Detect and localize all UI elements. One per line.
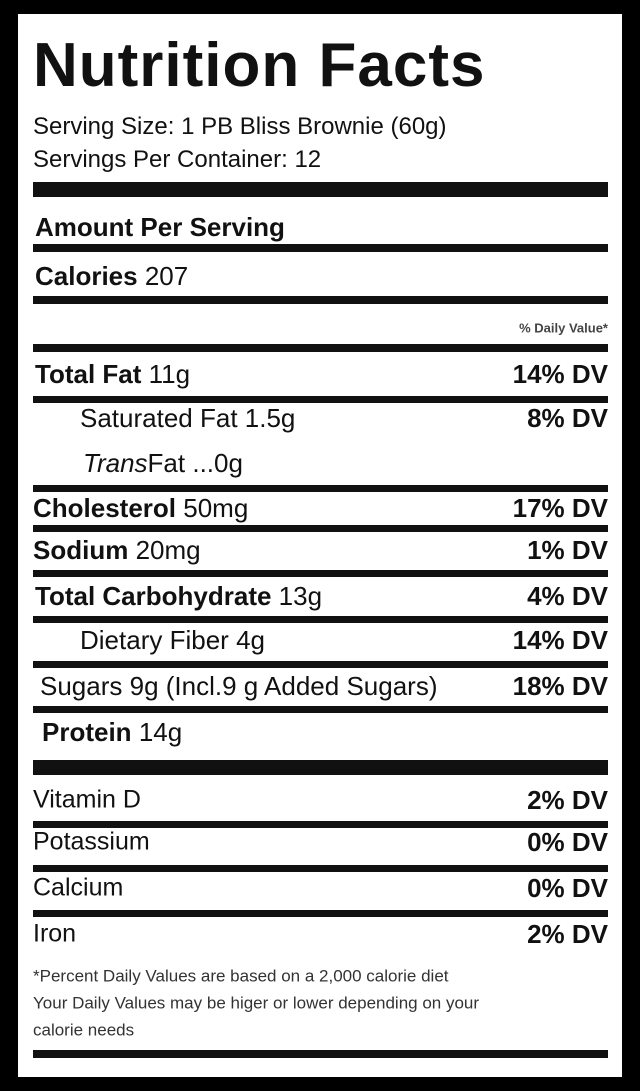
vitamin-name: Calcium: [33, 873, 124, 902]
nutrient-amount: 1.5g: [244, 403, 296, 433]
rule: [33, 616, 608, 623]
footnote-line: *Percent Daily Values are based on a 2,0…: [33, 966, 449, 986]
nutrient-row: TransFat ...0g: [83, 450, 243, 476]
daily-value: 14% DV: [512, 625, 608, 655]
daily-value: 4% DV: [527, 581, 608, 611]
rule: [33, 865, 608, 872]
thick-rule: [33, 182, 608, 197]
nutrient-amount: ...0g: [192, 448, 243, 478]
nutrient-row: Sugars 9g (Incl.9 g Added Sugars): [40, 673, 438, 699]
daily-value: 2% DV: [527, 919, 608, 949]
rule: [33, 1050, 608, 1058]
nutrient-row: Total Carbohydrate 13g: [35, 583, 322, 609]
rule: [33, 910, 608, 917]
rule: [33, 485, 608, 492]
nutrient-name-italic: Trans: [83, 448, 148, 478]
vitamin-name: Potassium: [33, 827, 150, 856]
nutrient-row: Protein 14g: [42, 719, 182, 745]
thick-rule: [33, 760, 608, 775]
nutrient-row: Dietary Fiber 4g: [80, 627, 265, 653]
daily-value: 1% DV: [527, 535, 608, 565]
nutrient-amount: 11g: [148, 359, 191, 389]
rule: [33, 344, 608, 352]
daily-value: 17% DV: [512, 493, 608, 523]
nutrient-amount: 13g: [278, 581, 323, 611]
amount-per-serving: Amount Per Serving: [35, 212, 285, 242]
daily-value: 2% DV: [527, 785, 608, 815]
servings-per-container: Servings Per Container: 12: [33, 146, 322, 173]
nutrient-name: Sugars: [40, 671, 123, 701]
nutrient-amount: 4g: [236, 625, 265, 655]
daily-value: 0% DV: [527, 827, 608, 857]
nutrient-amount: 14g: [138, 717, 183, 747]
nutrient-amount: 9g (Incl.9 g Added Sugars): [129, 671, 438, 701]
rule: [33, 661, 608, 668]
nutrient-name: Saturated Fat: [80, 403, 238, 433]
rule: [33, 525, 608, 532]
daily-value-header: % Daily Value*: [519, 320, 608, 336]
nutrient-row: Saturated Fat 1.5g: [80, 405, 295, 431]
vitamin-name: Vitamin D: [33, 785, 141, 814]
nutrient-row: Total Fat 11g: [35, 361, 190, 387]
calories-value: 207: [144, 261, 189, 291]
rule: [33, 244, 608, 252]
nutrient-amount: 20mg: [135, 535, 201, 565]
calories-label: Calories: [35, 261, 138, 291]
rule: [33, 706, 608, 713]
daily-value: 14% DV: [512, 359, 608, 389]
rule: [33, 570, 608, 577]
nutrient-name: Sodium: [33, 535, 129, 565]
daily-value: 18% DV: [512, 671, 608, 701]
rule: [33, 396, 608, 403]
serving-size: Serving Size: 1 PB Bliss Brownie (60g): [33, 113, 447, 140]
nutrient-name: Protein: [42, 717, 132, 747]
nutrient-row: Sodium 20mg: [33, 537, 201, 563]
nutrient-amount: 50mg: [183, 493, 249, 523]
nutrient-name: Cholesterol: [33, 493, 177, 523]
calories-row: Calories 207: [35, 263, 188, 289]
footnote-line: Your Daily Values may be higer or lower …: [33, 993, 480, 1013]
title: Nutrition Facts: [33, 31, 486, 100]
nutrient-name: Dietary Fiber: [80, 625, 229, 655]
daily-value: 8% DV: [527, 403, 608, 433]
nutrient-row: Cholesterol 50mg: [33, 495, 248, 521]
vitamin-name: Iron: [33, 919, 77, 948]
nutrient-name: Total Carbohydrate: [35, 581, 272, 611]
rule: [33, 296, 608, 304]
nutrient-name: Total Fat: [35, 359, 142, 389]
rule: [33, 821, 608, 828]
nutrient-name: Fat: [147, 448, 186, 478]
footnote-line: calorie needs: [33, 1020, 135, 1040]
daily-value: 0% DV: [527, 873, 608, 903]
